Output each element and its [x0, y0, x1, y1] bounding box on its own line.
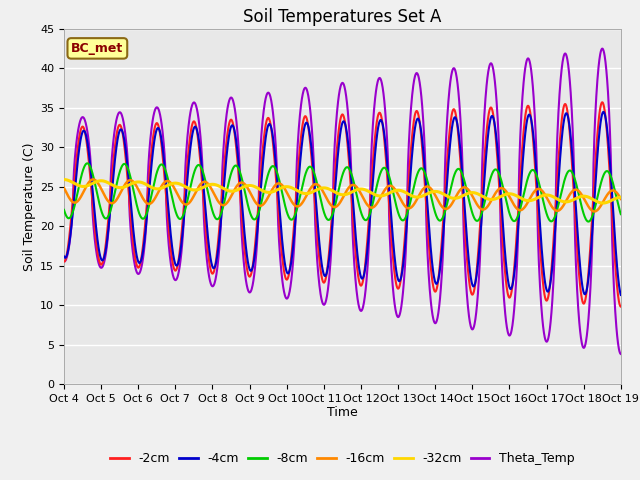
X-axis label: Time: Time — [327, 407, 358, 420]
Y-axis label: Soil Temperature (C): Soil Temperature (C) — [23, 142, 36, 271]
Legend: -2cm, -4cm, -8cm, -16cm, -32cm, Theta_Temp: -2cm, -4cm, -8cm, -16cm, -32cm, Theta_Te… — [105, 447, 580, 470]
Title: Soil Temperatures Set A: Soil Temperatures Set A — [243, 8, 442, 26]
Text: BC_met: BC_met — [71, 42, 124, 55]
